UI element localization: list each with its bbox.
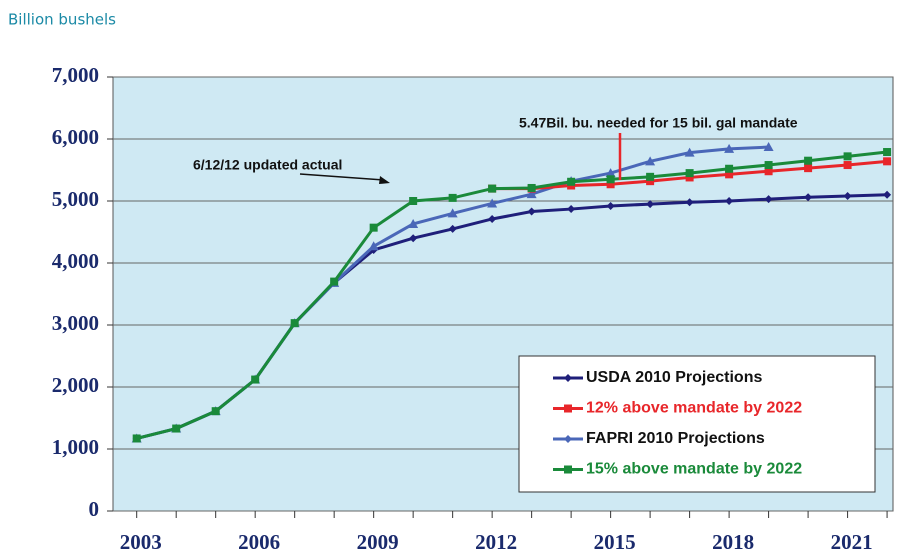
x-tick-label: 2012: [475, 530, 517, 554]
marker: [685, 198, 694, 207]
marker: [724, 143, 735, 153]
marker: [211, 407, 220, 416]
marker: [883, 157, 892, 166]
annotation: 6/12/12 updated actual: [193, 157, 342, 173]
marker: [645, 156, 656, 166]
marker: [527, 183, 536, 192]
marker: [804, 164, 813, 173]
marker: [764, 161, 773, 170]
marker: [448, 224, 457, 233]
y-tick-label: 6,000: [52, 125, 99, 149]
y-tick-label: 4,000: [52, 249, 99, 273]
marker: [646, 172, 655, 181]
legend-label: USDA 2010 Projections: [586, 369, 762, 386]
marker: [883, 148, 892, 157]
marker: [725, 164, 734, 173]
marker: [368, 241, 379, 251]
legend-label: 12% above mandate by 2022: [586, 400, 802, 417]
marker: [447, 208, 458, 218]
x-tick-label: 2021: [831, 530, 873, 554]
legend-label: 15% above mandate by 2022: [586, 461, 802, 478]
series-line: [136, 150, 888, 440]
marker: [369, 223, 378, 232]
marker: [409, 234, 418, 243]
marker: [843, 152, 852, 161]
marker: [567, 205, 576, 214]
marker: [606, 180, 615, 189]
marker: [606, 175, 615, 184]
marker: [646, 200, 655, 209]
marker: [605, 168, 616, 178]
legend-marker: [564, 465, 572, 474]
annotation-arrowhead: [379, 176, 390, 184]
marker: [646, 177, 655, 186]
marker: [251, 375, 260, 384]
marker: [527, 207, 536, 216]
annotation-arrow: [299, 173, 385, 181]
legend-marker: [564, 404, 572, 413]
marker: [763, 142, 774, 152]
marker: [290, 319, 299, 328]
marker: [132, 434, 141, 443]
marker: [685, 173, 694, 182]
marker: [883, 190, 892, 199]
marker: [725, 197, 734, 205]
marker: [526, 189, 537, 199]
x-tick-label: 2015: [594, 530, 636, 554]
marker: [764, 195, 773, 204]
marker: [804, 156, 813, 165]
marker: [804, 193, 813, 202]
marker: [725, 170, 734, 179]
x-tick-label: 2018: [712, 530, 754, 554]
marker: [488, 184, 497, 193]
marker: [606, 201, 615, 210]
marker: [330, 277, 339, 286]
marker: [764, 167, 773, 176]
marker: [843, 192, 852, 201]
marker: [685, 169, 694, 178]
marker: [684, 147, 695, 157]
marker: [488, 214, 497, 223]
y-tick-label: 2,000: [52, 373, 99, 397]
y-tick-label: 0: [89, 497, 100, 521]
x-tick-label: 2003: [120, 530, 162, 554]
marker: [172, 424, 181, 433]
chart-title: Billion bushels: [8, 11, 116, 29]
legend-marker: [564, 435, 572, 443]
marker: [843, 161, 852, 170]
marker: [408, 218, 419, 228]
legend-marker: [564, 374, 572, 382]
y-tick-label: 7,000: [52, 63, 99, 87]
marker: [567, 177, 576, 186]
marker: [409, 197, 418, 205]
y-tick-label: 1,000: [52, 435, 99, 459]
x-tick-label: 2006: [238, 530, 280, 554]
y-tick-label: 3,000: [52, 311, 99, 335]
marker: [487, 198, 498, 208]
annotation: 5.47Bil. bu. needed for 15 bil. gal mand…: [519, 115, 798, 131]
marker: [448, 193, 457, 202]
x-tick-label: 2009: [357, 530, 399, 554]
legend-label: FAPRI 2010 Projections: [586, 430, 765, 447]
y-tick-label: 5,000: [52, 187, 99, 211]
